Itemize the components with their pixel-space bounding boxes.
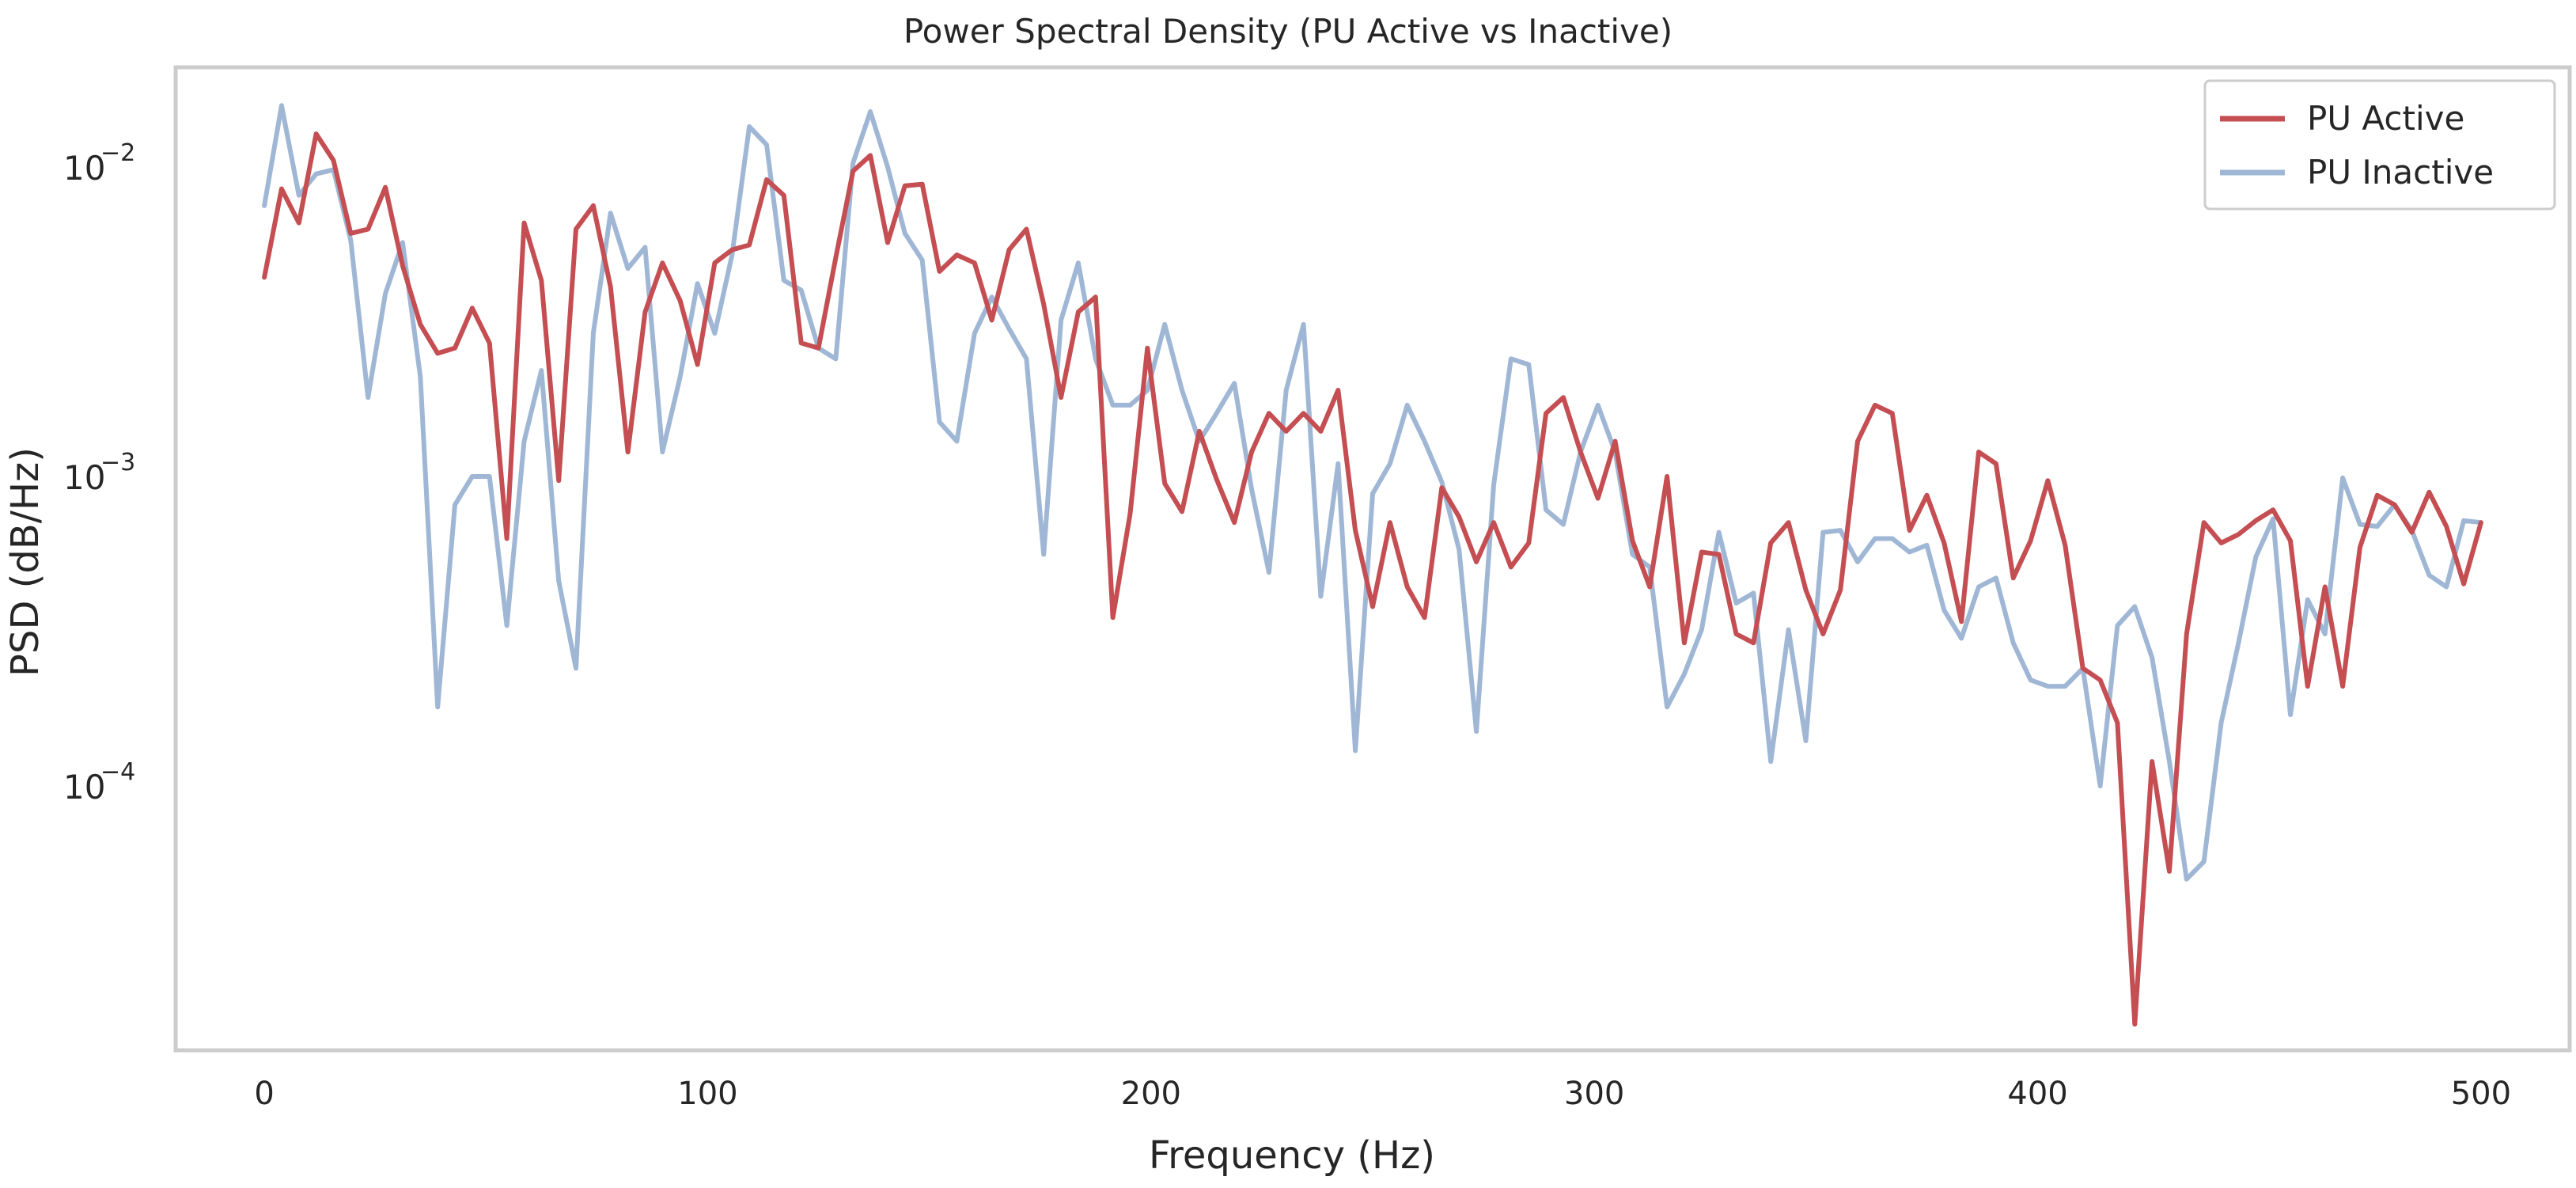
x-tick-label: 300	[1564, 1076, 1624, 1112]
legend-label-pu-active: PU Active	[2307, 99, 2464, 138]
chart-title: Power Spectral Density (PU Active vs Ina…	[903, 12, 1673, 51]
y-tick-label: 10	[63, 458, 105, 497]
y-axis-ticks: 10−410−310−2	[63, 139, 135, 807]
x-tick-label: 500	[2451, 1076, 2511, 1112]
x-axis-ticks: 0 100 200 300 400 500	[254, 1076, 2511, 1112]
legend: PU Active PU Inactive	[2203, 79, 2556, 211]
y-tick-label: 10	[63, 149, 105, 188]
x-axis-label: Frequency (Hz)	[1149, 1133, 1435, 1178]
y-tick-exponent: −3	[100, 449, 135, 476]
y-tick-label: 10	[63, 768, 105, 807]
series-line-pu-inactive	[262, 103, 2483, 882]
plot-area	[173, 65, 2572, 1053]
legend-label-pu-inactive: PU Inactive	[2307, 153, 2494, 192]
y-tick-exponent: −4	[100, 758, 135, 786]
x-tick-label: 0	[254, 1076, 274, 1112]
x-tick-label: 200	[1121, 1076, 1181, 1112]
series-group	[262, 103, 2483, 1027]
series-line-pu-active	[262, 131, 2483, 1027]
legend-box	[2203, 79, 2556, 211]
x-tick-label: 400	[2007, 1076, 2067, 1112]
y-tick-exponent: −2	[100, 139, 135, 167]
y-axis-label: PSD (dB/Hz)	[3, 447, 47, 677]
x-tick-label: 100	[677, 1076, 737, 1112]
